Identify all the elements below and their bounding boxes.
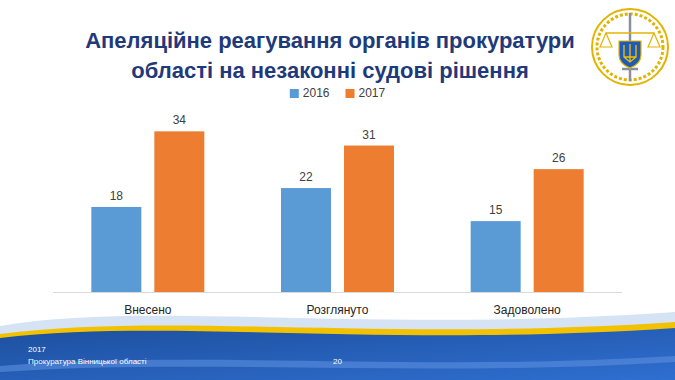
slide: 2017 Прокуратура Вінницької області 20 18 22… [0,0,675,380]
x-tick-label: Розглянуто [307,303,369,317]
footer-organization: Прокуратура Вінницької області [28,357,147,366]
emblem-scales-beam [606,32,654,34]
data-label: 34 [173,113,187,127]
bar [344,146,394,292]
legend-label: 2017 [359,86,386,100]
emblem-trident [624,44,636,62]
bar [281,188,331,292]
bar [154,131,204,292]
data-label: 18 [110,189,124,203]
bar [471,221,521,292]
emblem-ring [592,9,668,85]
bar [91,207,141,292]
emblem [592,9,668,85]
data-label: 31 [362,128,376,142]
legend-swatch [346,89,355,98]
footer-page: 20 [333,357,342,366]
wave-light [0,312,675,380]
data-label: 15 [489,203,503,217]
emblem-shield [619,41,641,68]
legend-label: 2016 [303,86,330,100]
chart-title: Апеляційне реагування органів прокуратур… [60,26,600,86]
x-axis-line [53,292,622,293]
legend-swatch [290,89,299,98]
bar [534,169,584,292]
x-tick-label: Задоволено [494,303,562,317]
footer-year: 2017 [28,345,46,354]
x-tick-label: Внесено [124,303,172,317]
chart-canvas: 2017 Прокуратура Вінницької області 20 18 22… [0,0,675,380]
wave-accent [0,356,675,372]
wave-blue [0,328,675,380]
bars [91,131,583,292]
data-label: 26 [552,151,566,165]
data-label: 22 [299,170,313,184]
legend: 2016 2017 [290,86,386,100]
emblem-wreath [597,14,663,80]
data-labels: 18 22 15 34 31 26 [110,113,566,217]
